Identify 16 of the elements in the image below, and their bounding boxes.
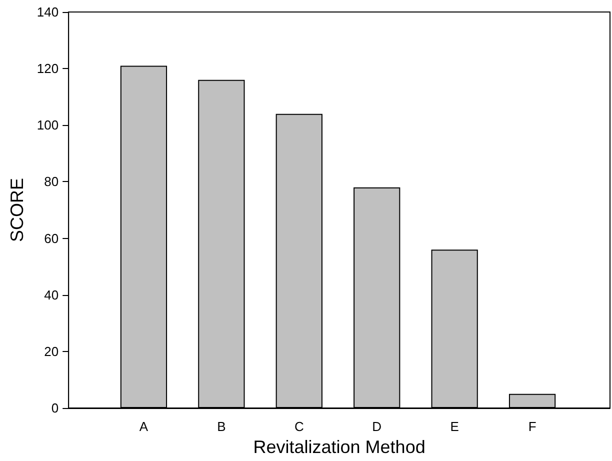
y-tick-label: 40	[44, 287, 59, 302]
y-tick-label: 80	[44, 174, 59, 190]
x-axis-title: Revitalization Method	[253, 437, 426, 457]
y-tick-label: 100	[36, 118, 59, 133]
x-tick-label: F	[528, 419, 536, 434]
y-tick-label: 60	[44, 230, 59, 246]
y-tick-label: 140	[36, 4, 59, 20]
y-tick-label: 120	[36, 61, 59, 76]
x-tick-label: C	[294, 419, 304, 434]
x-tick-label: E	[450, 419, 460, 434]
y-axis-title: SCORE	[7, 178, 27, 242]
x-tick-label: B	[217, 419, 226, 434]
x-tick-label: A	[139, 419, 148, 434]
y-tick-label: 0	[51, 400, 59, 416]
x-tick-label: D	[372, 419, 382, 434]
y-tick-label: 20	[44, 344, 59, 359]
